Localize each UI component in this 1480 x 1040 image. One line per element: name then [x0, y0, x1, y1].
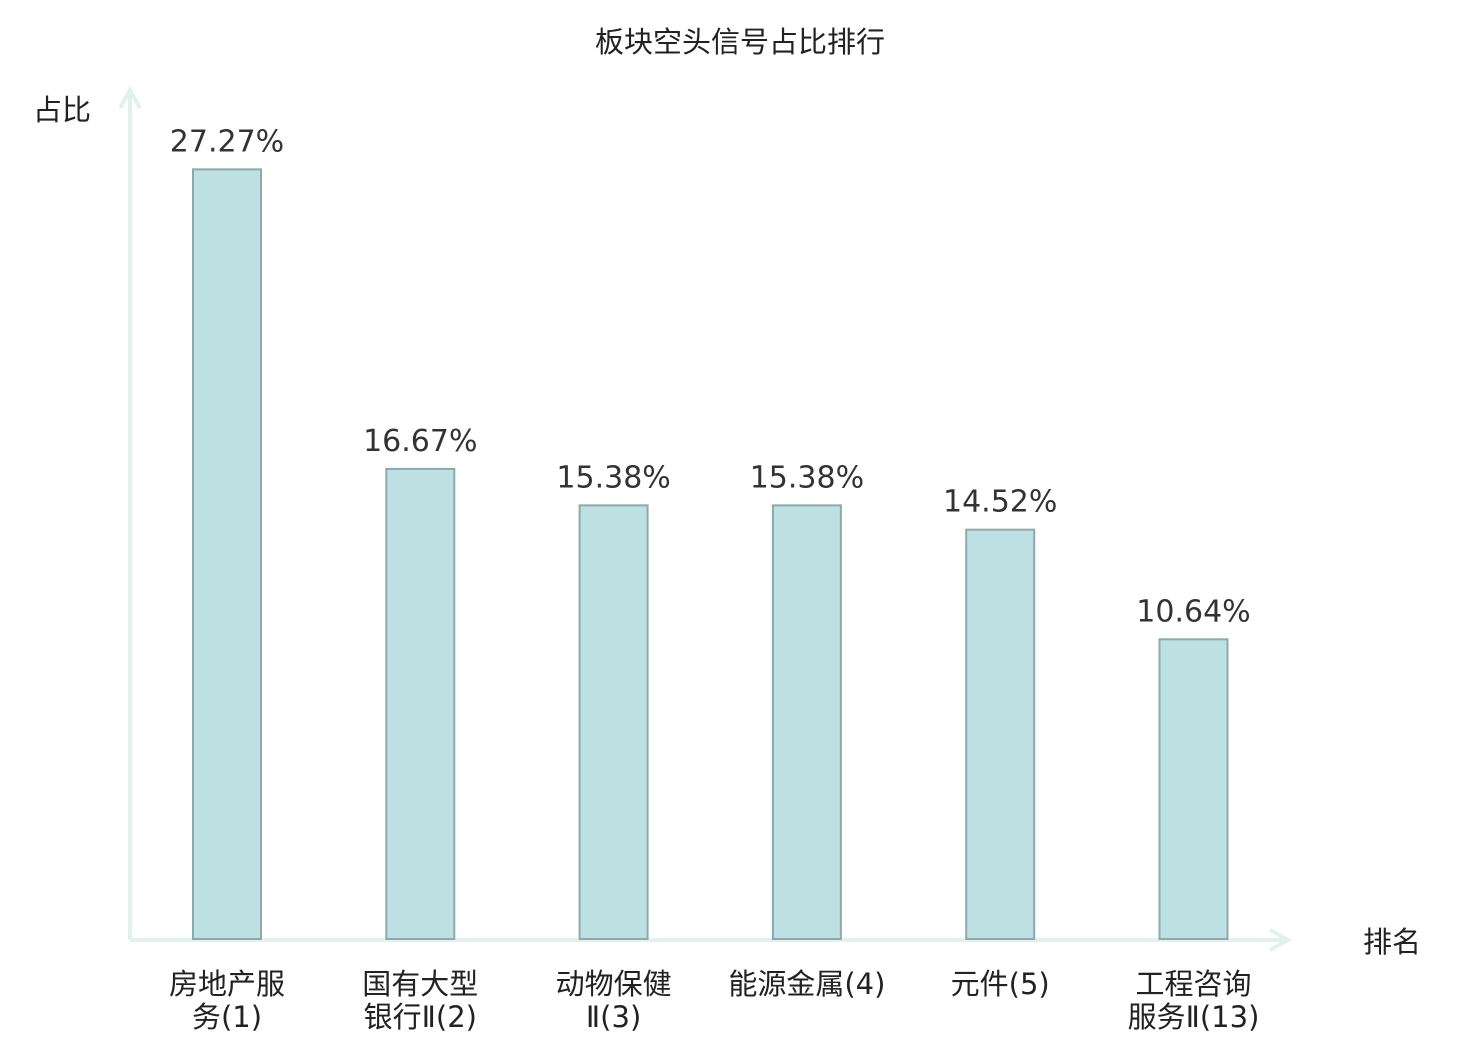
value-label: 16.67%: [363, 424, 477, 459]
category-label-line: 银行Ⅱ(2): [364, 1000, 477, 1034]
x-axis-arrow: [1269, 928, 1293, 952]
bar: [1158, 638, 1229, 940]
category-label: 动物保健 Ⅱ(3): [556, 967, 672, 1034]
bar: [965, 528, 1036, 940]
bar: [771, 504, 842, 940]
category-label-line: 务(1): [192, 1000, 262, 1034]
value-label: 27.27%: [170, 124, 284, 159]
value-label: 15.38%: [556, 460, 670, 495]
category-label: 工程咨询服务Ⅱ(13): [1128, 967, 1260, 1034]
value-labels: 27.27% 16.67% 15.38% 15.38% 14.52% 10.64%: [170, 124, 1251, 629]
y-axis-arrow: [118, 85, 142, 109]
value-label: 15.38%: [750, 460, 864, 495]
value-label: 14.52%: [943, 485, 1057, 520]
category-label-line: Ⅱ(3): [586, 1000, 641, 1034]
bar: [578, 504, 649, 940]
category-labels: 房地产服务(1) 国有大型银行Ⅱ(2) 动物保健 Ⅱ(3) 能源金属(4) 元件(5) 工程…: [169, 967, 1259, 1034]
y-axis-title: 占比: [33, 93, 91, 127]
category-label-line: 动物保健: [556, 967, 672, 1001]
category-label-line: 工程咨询: [1135, 967, 1251, 1001]
value-label: 10.64%: [1136, 594, 1250, 629]
category-label: 元件(5): [951, 967, 1050, 1001]
category-label-line: 能源金属(4): [728, 967, 885, 1001]
bars: [192, 168, 1229, 940]
category-label: 房地产服务(1): [169, 967, 285, 1034]
category-label-line: 服务Ⅱ(13): [1128, 1000, 1260, 1034]
category-label-line: 国有大型: [362, 967, 478, 1001]
x-axis-title: 排名: [1363, 925, 1421, 959]
category-label: 国有大型银行Ⅱ(2): [362, 967, 478, 1034]
axes: [118, 85, 1293, 952]
chart-title: 板块空头信号占比排行: [595, 25, 885, 59]
bar: [385, 467, 456, 940]
category-label-line: 元件(5): [951, 967, 1050, 1001]
category-label: 能源金属(4): [728, 967, 885, 1001]
category-label-line: 房地产服: [169, 967, 285, 1001]
bar: [192, 168, 262, 940]
